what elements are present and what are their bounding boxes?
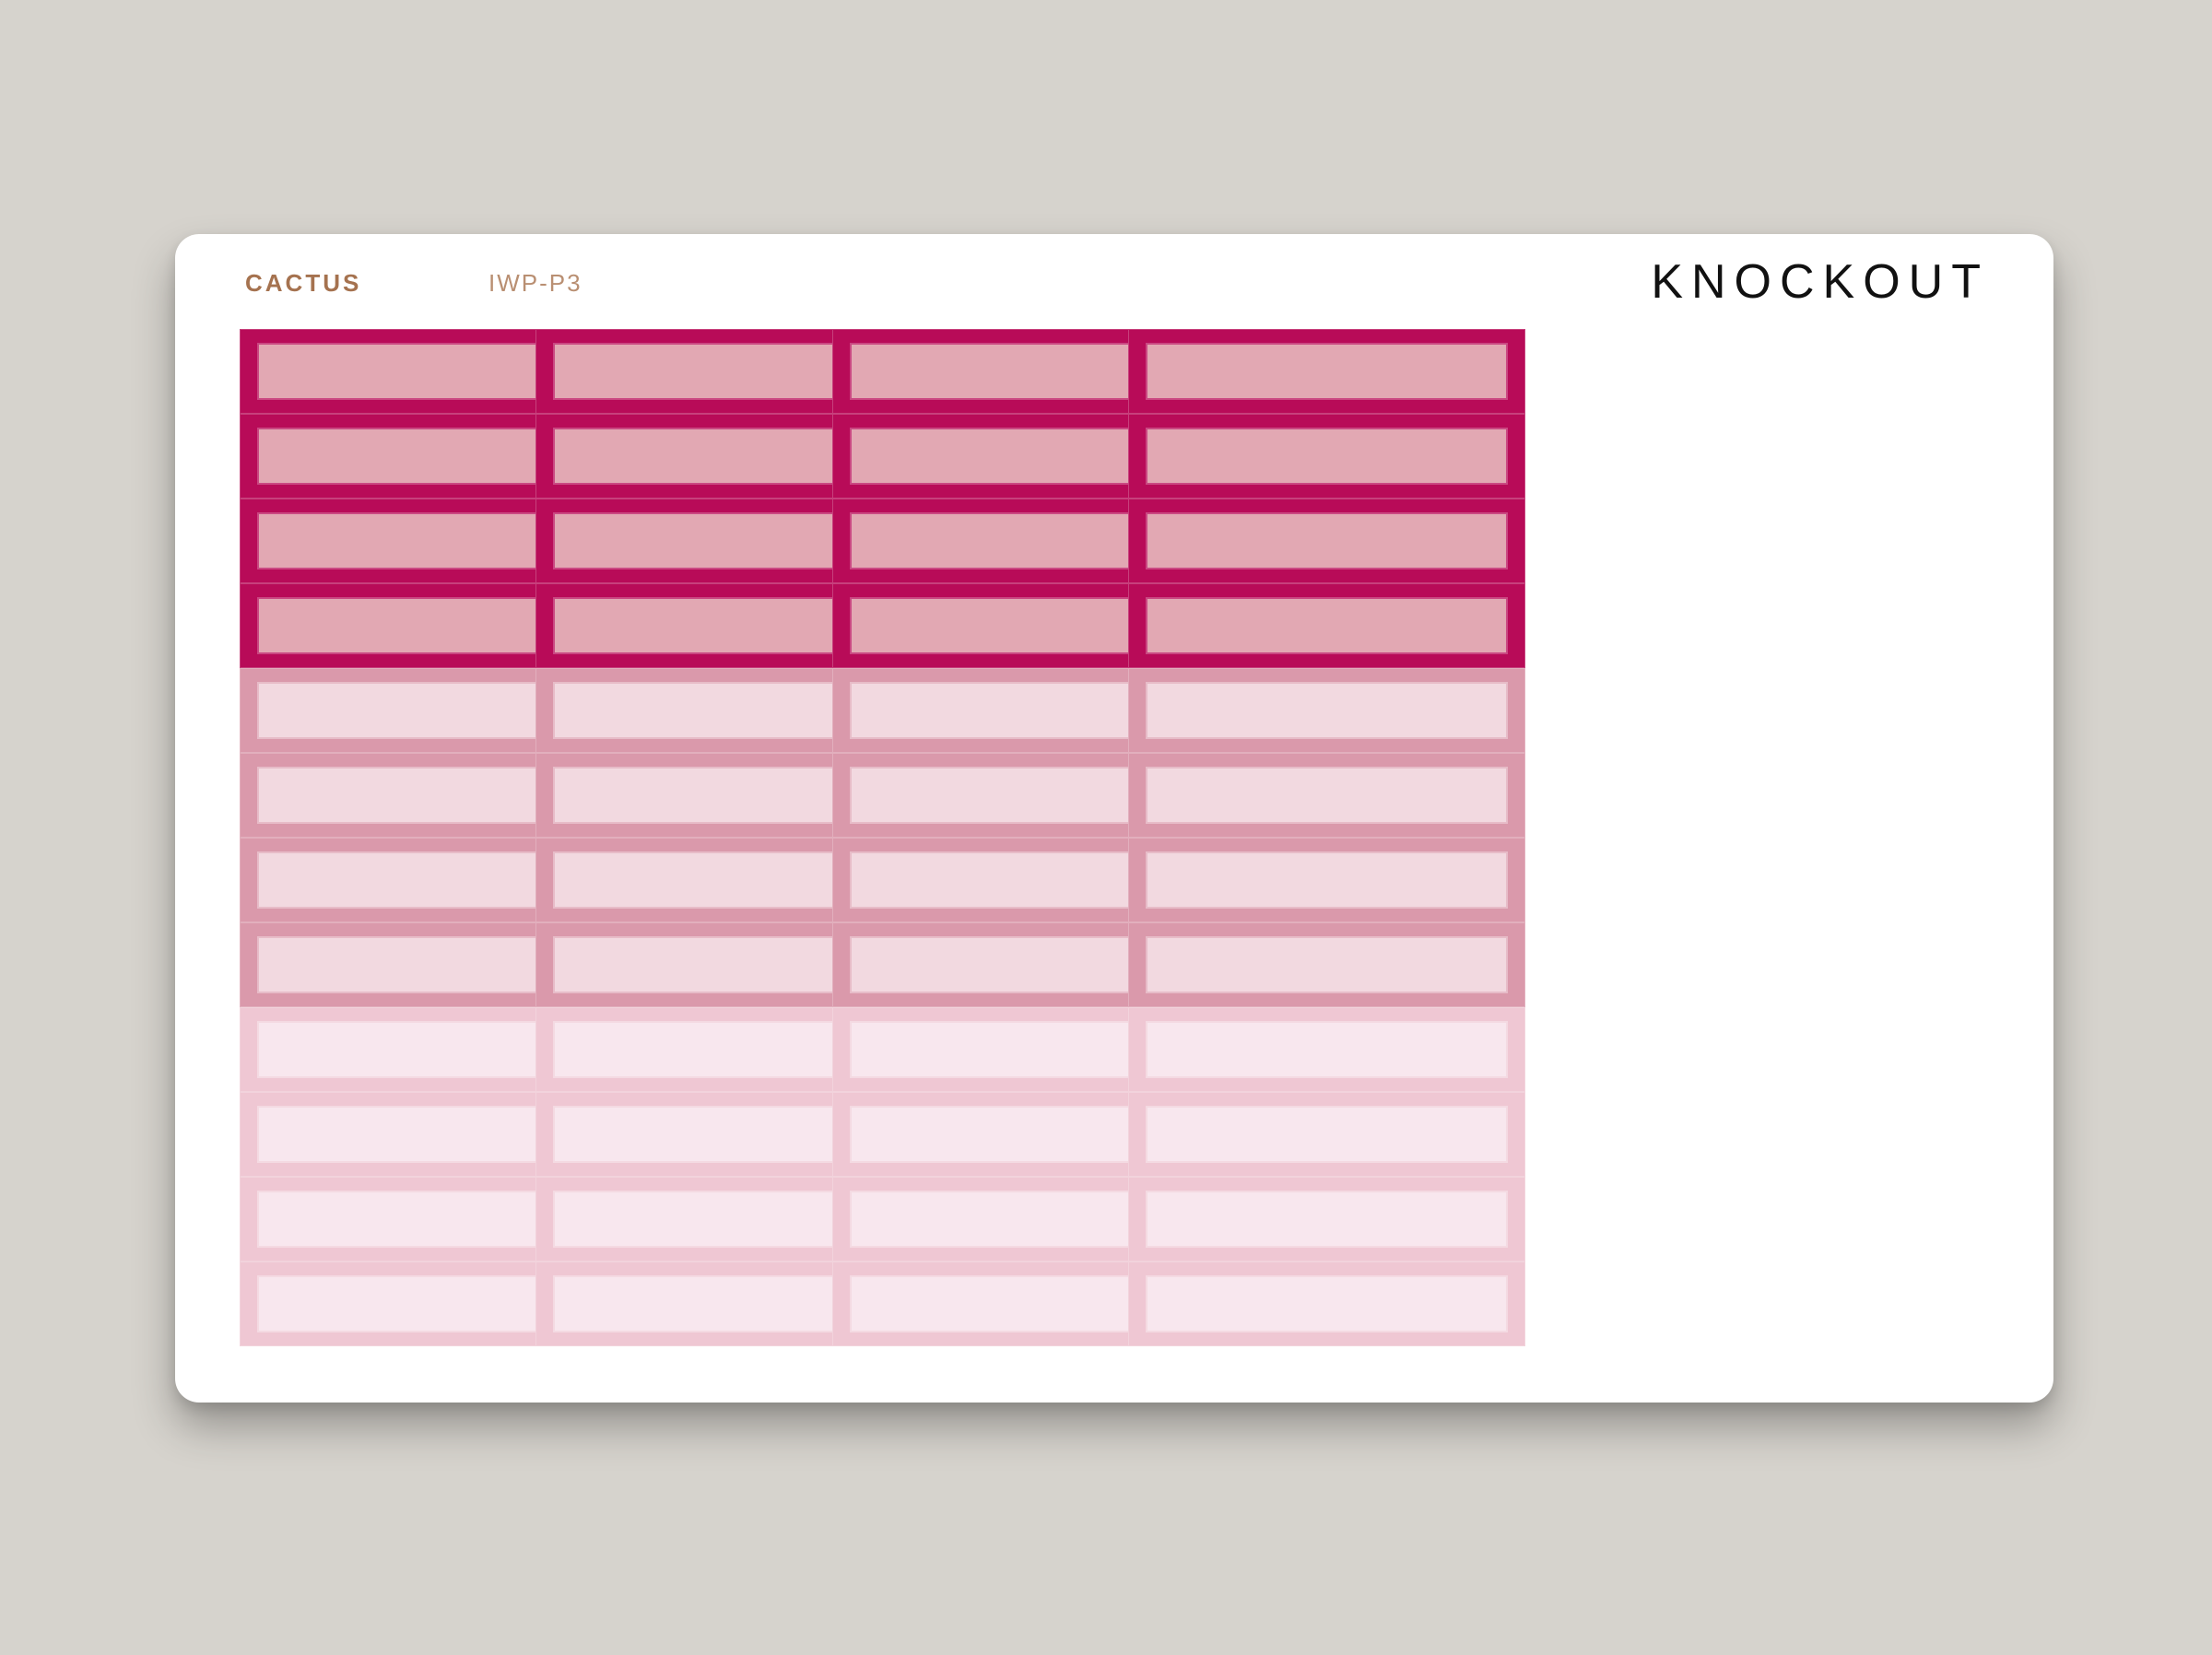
sticker-writing-area	[1146, 1191, 1508, 1248]
sticker-dark	[1128, 499, 1525, 583]
sheet-title: KNOCKOUT	[1651, 255, 1989, 309]
sku-label: IWP-P3	[488, 269, 582, 297]
sticker-light	[1128, 1262, 1525, 1346]
sticker-mid	[1128, 922, 1525, 1007]
sticker-writing-area	[1146, 1021, 1508, 1078]
sticker-writing-area	[1146, 851, 1508, 909]
sticker-light	[1128, 1177, 1525, 1262]
sticker-sheet: CACTUS IWP-P3 KNOCKOUT	[175, 234, 2053, 1403]
sticker-writing-area	[1146, 682, 1508, 739]
sticker-dark	[1128, 583, 1525, 668]
sticker-writing-area	[1146, 1106, 1508, 1163]
sticker-writing-area	[1146, 767, 1508, 824]
sticker-mid	[1128, 838, 1525, 922]
sticker-writing-area	[1146, 1275, 1508, 1332]
sticker-dark	[1128, 329, 1525, 414]
sticker-writing-area	[1146, 512, 1508, 569]
sticker-dark	[1128, 414, 1525, 499]
sticker-writing-area	[1146, 936, 1508, 993]
sticker-light	[1128, 1007, 1525, 1092]
sticker-light	[1128, 1092, 1525, 1177]
sticker-columns	[240, 329, 1989, 1346]
sticker-mid	[1128, 753, 1525, 838]
sticker-writing-area	[1146, 343, 1508, 400]
brand-label: CACTUS	[245, 269, 362, 297]
sticker-column-4	[1128, 329, 1525, 1346]
sticker-mid	[1128, 668, 1525, 753]
sticker-writing-area	[1146, 597, 1508, 654]
sticker-writing-area	[1146, 428, 1508, 485]
